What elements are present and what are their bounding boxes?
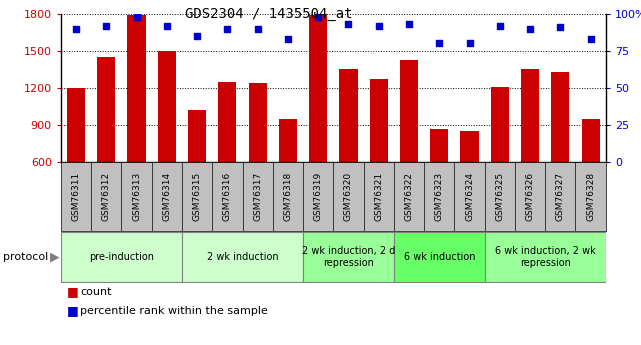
Text: GSM76318: GSM76318 [283,172,292,221]
Point [555,24,565,30]
Point [374,23,384,28]
Point [464,41,474,46]
Text: GSM76317: GSM76317 [253,172,262,221]
Point [131,14,142,20]
Text: GSM76313: GSM76313 [132,172,141,221]
Point [525,26,535,31]
Point [283,36,293,42]
Text: count: count [80,287,112,296]
Bar [279,119,297,236]
Text: GSM76314: GSM76314 [162,172,171,221]
Text: 6 wk induction: 6 wk induction [404,252,475,262]
Text: GSM76320: GSM76320 [344,172,353,221]
Bar [128,15,146,236]
Bar [67,88,85,236]
Text: 6 wk induction, 2 wk
repression: 6 wk induction, 2 wk repression [495,246,595,268]
Text: GSM76312: GSM76312 [102,172,111,221]
Text: GSM76321: GSM76321 [374,172,383,221]
Point [495,23,505,28]
Text: pre-induction: pre-induction [89,252,154,262]
Bar [158,51,176,236]
Point [192,33,203,39]
Bar [219,82,237,236]
Point [71,26,81,31]
Bar [521,69,539,236]
Bar [394,232,485,282]
Text: protocol: protocol [3,252,49,262]
Text: GSM76324: GSM76324 [465,172,474,221]
Bar [581,119,600,236]
Bar [249,83,267,236]
Point [434,41,444,46]
Text: GSM76326: GSM76326 [526,172,535,221]
Text: percentile rank within the sample: percentile rank within the sample [80,306,268,315]
Text: ■: ■ [67,304,79,317]
Text: GSM76322: GSM76322 [404,172,413,221]
Bar [339,69,358,236]
Bar [370,79,388,236]
Point [585,36,595,42]
Text: ■: ■ [67,285,79,298]
Bar [485,232,606,282]
Point [404,21,414,27]
Text: GSM76323: GSM76323 [435,172,444,221]
Bar [182,232,303,282]
Text: ▶: ▶ [50,250,60,264]
Point [222,26,233,31]
Text: GSM76325: GSM76325 [495,172,504,221]
Text: GSM76311: GSM76311 [72,172,81,221]
Bar [303,232,394,282]
Point [162,23,172,28]
Text: GDS2304 / 1435504_at: GDS2304 / 1435504_at [185,7,353,21]
Bar [97,57,115,236]
Text: 2 wk induction: 2 wk induction [206,252,278,262]
Point [253,26,263,31]
Text: GSM76319: GSM76319 [313,172,322,221]
Text: 2 wk induction, 2 d
repression: 2 wk induction, 2 d repression [302,246,395,268]
Point [101,23,112,28]
Point [313,14,323,20]
Bar [491,87,509,236]
Bar [61,232,182,282]
Bar [400,60,418,236]
Text: GSM76327: GSM76327 [556,172,565,221]
Text: GSM76316: GSM76316 [223,172,232,221]
Bar [460,131,479,236]
Text: GSM76315: GSM76315 [192,172,202,221]
Bar [309,15,328,236]
Bar [430,129,448,236]
Bar [551,72,569,236]
Text: GSM76328: GSM76328 [586,172,595,221]
Bar [188,110,206,236]
Point [344,21,354,27]
